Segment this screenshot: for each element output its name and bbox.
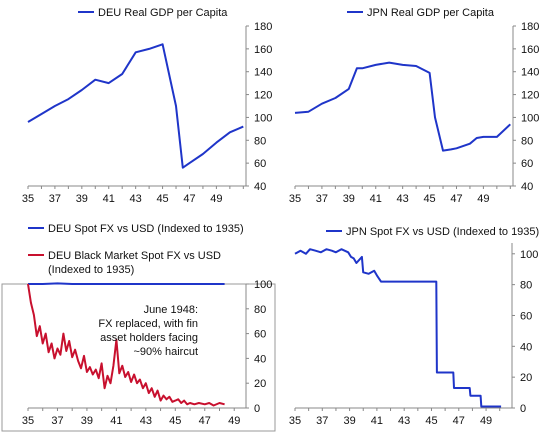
y-tick-label: 140: [254, 67, 272, 79]
y-tick-label: 20: [254, 378, 266, 390]
chart-annotation: FX replaced, with fin: [98, 318, 198, 330]
x-tick-label: 49: [210, 193, 222, 205]
y-tick-label: 80: [254, 304, 266, 316]
x-tick-label: 39: [343, 415, 355, 427]
y-tick-label: 80: [520, 280, 532, 292]
x-tick-label: 39: [343, 193, 355, 205]
series-line: [294, 61, 511, 152]
x-tick-label: 45: [423, 193, 435, 205]
y-tick-label: 0: [520, 403, 526, 415]
legend-label: DEU Real GDP per Capita: [98, 7, 228, 19]
x-tick-label: 41: [110, 415, 122, 427]
y-tick-label: 120: [254, 90, 272, 102]
y-tick-label: 60: [254, 158, 266, 170]
y-tick-label: 100: [254, 279, 272, 291]
series-line: [294, 248, 502, 408]
y-tick-label: 160: [521, 44, 539, 56]
chart-panel-2: JPN Real GDP per Capita 35 37 39 41 43 45 47 49 4…: [289, 7, 539, 205]
y-tick-label: 40: [254, 181, 266, 193]
x-tick-label: 37: [316, 415, 328, 427]
x-tick-label: 35: [22, 415, 34, 427]
x-tick-label: 35: [22, 193, 34, 205]
chart-annotation: June 1948:: [144, 304, 198, 316]
y-tick-label: 60: [254, 329, 266, 341]
y-tick-label: 40: [520, 341, 532, 353]
series-line: [28, 282, 225, 285]
x-tick-label: 43: [140, 415, 152, 427]
y-tick-label: 40: [254, 353, 266, 365]
y-tick-label: 180: [254, 21, 272, 33]
y-tick-label: 120: [521, 90, 539, 102]
x-tick-label: 41: [103, 193, 115, 205]
x-tick-label: 47: [453, 415, 465, 427]
x-tick-label: 43: [398, 415, 410, 427]
x-tick-label: 37: [51, 415, 63, 427]
y-tick-label: 140: [521, 67, 539, 79]
x-tick-label: 47: [450, 193, 462, 205]
y-tick-label: 60: [520, 310, 532, 322]
legend-label: JPN Real GDP per Capita: [367, 7, 495, 19]
legend-label: JPN Spot FX vs USD (Indexed to 1935): [346, 226, 539, 238]
x-tick-label: 39: [81, 415, 93, 427]
chart-panel-3: DEU Spot FX vs USD (Indexed to 1935) DEU …: [1, 223, 276, 432]
x-tick-label: 47: [199, 415, 211, 427]
x-tick-label: 49: [480, 415, 492, 427]
chart-panel-4: JPN Spot FX vs USD (Indexed to 1935) 35 37…: [289, 226, 539, 427]
y-tick-label: 0: [254, 403, 260, 415]
y-tick-label: 160: [254, 44, 272, 56]
x-tick-label: 45: [169, 415, 181, 427]
y-tick-label: 40: [521, 181, 533, 193]
x-tick-label: 49: [228, 415, 240, 427]
x-tick-label: 37: [316, 193, 328, 205]
x-tick-label: 43: [397, 193, 409, 205]
series-line: [27, 283, 225, 407]
chart-panel-1: DEU Real GDP per Capita 35 37 39 41 43 45 47 49 4…: [22, 7, 272, 205]
chart-annotation: asset holders facing: [100, 332, 198, 344]
chart-annotation: ~90% haircut: [133, 346, 198, 358]
x-tick-label: 47: [183, 193, 195, 205]
series-line: [27, 43, 244, 169]
y-tick-label: 180: [521, 21, 539, 33]
x-tick-label: 35: [289, 415, 301, 427]
x-tick-label: 45: [156, 193, 168, 205]
legend-label: (Indexed to 1935): [48, 264, 134, 276]
y-tick-label: 80: [254, 135, 266, 147]
y-tick-label: 100: [254, 112, 272, 124]
x-tick-label: 35: [289, 193, 301, 205]
y-tick-label: 80: [521, 135, 533, 147]
y-tick-label: 100: [521, 112, 539, 124]
x-tick-label: 39: [76, 193, 88, 205]
legend-label: DEU Black Market Spot FX vs USD: [48, 250, 221, 262]
y-tick-label: 100: [520, 249, 538, 261]
y-tick-label: 20: [520, 372, 532, 384]
x-tick-label: 41: [371, 415, 383, 427]
x-tick-label: 43: [130, 193, 142, 205]
legend-label: DEU Spot FX vs USD (Indexed to 1935): [48, 223, 244, 235]
y-tick-label: 60: [521, 158, 533, 170]
x-tick-label: 45: [425, 415, 437, 427]
x-tick-label: 49: [477, 193, 489, 205]
x-tick-label: 41: [370, 193, 382, 205]
x-tick-label: 37: [49, 193, 61, 205]
